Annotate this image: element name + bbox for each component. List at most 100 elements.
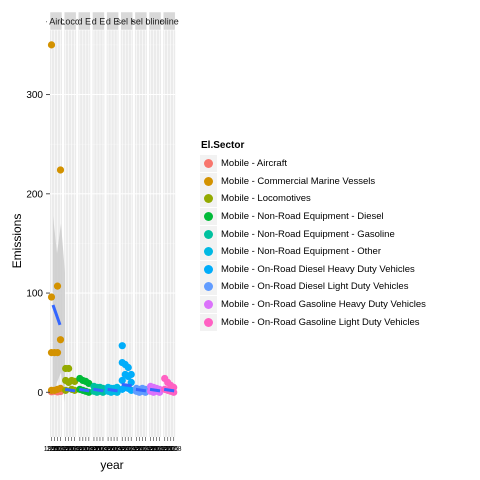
x-tick-label: 2008 — [53, 446, 69, 453]
panel-background — [134, 30, 147, 437]
x-tick-label: 2005 — [92, 446, 108, 453]
legend-key — [200, 208, 217, 226]
panel-background — [163, 30, 176, 437]
strip-label: d E — [92, 17, 106, 27]
facet-panel: sel H — [116, 11, 137, 437]
legend-swatch — [204, 317, 213, 327]
strip-background — [106, 11, 119, 31]
legend-label: Mobile - Aircraft — [221, 158, 287, 170]
legend-key — [200, 172, 217, 190]
fit-line — [79, 387, 90, 393]
legend: El.Sector Mobile - Aircraft Mobile - Comm… — [200, 140, 470, 331]
facet-panel: d E — [78, 11, 91, 437]
legend-key — [200, 260, 217, 278]
panel-background — [149, 30, 162, 437]
x-tick-label: 2002 — [103, 446, 119, 453]
panel-background — [64, 30, 77, 437]
x-tick-label: 1999 — [72, 446, 88, 453]
fit-line — [149, 387, 161, 393]
legend-item: Mobile - On-Road Diesel Heavy Duty Vehic… — [200, 260, 470, 279]
legend-label: Mobile - On-Road Gasoline Light Duty Veh… — [221, 316, 420, 328]
data-point — [47, 41, 56, 49]
facet-strip: - Aircr — [46, 11, 66, 31]
x-tick-label: 2002 — [146, 446, 162, 453]
strip-background — [63, 11, 77, 31]
x-tick-label: 2008 — [109, 446, 125, 453]
y-tick-label: 100 — [26, 289, 43, 300]
x-tick-label: 2005 — [106, 446, 122, 453]
legend-key — [200, 190, 217, 208]
x-tick-label: 2005 — [149, 446, 165, 453]
panel-background — [92, 30, 105, 437]
series-points — [47, 41, 65, 394]
x-tick-label: 2005 — [163, 446, 179, 453]
strip-label: sel L — [131, 17, 150, 27]
x-tick-label: 2005 — [78, 446, 94, 453]
facet-strip: sel H — [116, 11, 137, 31]
legend-label: Mobile - On-Road Diesel Light Duty Vehic… — [221, 281, 409, 293]
data-point — [124, 363, 132, 372]
legend-swatch — [204, 247, 213, 257]
x-tick-label: 2008 — [152, 446, 168, 453]
fit-line — [107, 387, 118, 393]
legend-items: Mobile - Aircraft Mobile - Commercial Mar… — [200, 155, 470, 331]
x-tick-label: 2002 — [160, 446, 176, 453]
strip-label: oline — [160, 17, 179, 27]
data-point — [47, 293, 56, 301]
legend-label: Mobile - Commercial Marine Vessels — [221, 175, 376, 187]
legend-swatch — [204, 212, 213, 222]
legend-key — [200, 313, 217, 331]
legend-key — [200, 296, 217, 314]
fit-line — [93, 387, 104, 393]
facet-strip: oline — [146, 11, 165, 31]
panel-background — [120, 30, 133, 437]
y-axis-title: Emissions — [10, 214, 24, 269]
x-tick-label: 2005 — [135, 446, 151, 453]
data-point — [127, 370, 135, 379]
legend-swatch — [204, 300, 213, 310]
facet-panel: oline — [146, 11, 165, 437]
facet-strip: d E — [106, 11, 119, 31]
legend-item: Mobile - On-Road Gasoline Light Duty Veh… — [200, 313, 470, 331]
x-tick-label: 2002 — [89, 446, 105, 453]
legend-item: Mobile - Non-Road Equipment - Other — [200, 243, 470, 261]
data-point — [118, 342, 126, 350]
x-tick-label: 2008 — [81, 446, 97, 453]
legend-item: Mobile - On-Road Gasoline Heavy Duty Veh… — [200, 296, 470, 314]
y-tick-label: 200 — [26, 189, 43, 200]
x-tick-label: 1999 — [129, 446, 145, 453]
facet-strip: d E — [78, 11, 91, 31]
x-tick-label: 1999 — [86, 446, 102, 453]
x-tick-label: 2008 — [67, 446, 83, 453]
legend-swatch — [204, 176, 213, 186]
x-axis-title: year — [100, 458, 123, 472]
legend-label: Mobile - Non-Road Equipment - Other — [221, 246, 381, 258]
x-tick-label: 1999 — [114, 446, 130, 453]
strip-label: sel H — [116, 17, 137, 27]
x-tick-label: 2008 — [166, 446, 182, 453]
legend-item: Mobile - Non-Road Equipment - Diesel — [200, 208, 470, 226]
facet-strip: Loco — [60, 11, 80, 31]
x-tick-label: 2002 — [75, 446, 91, 453]
legend-item: Mobile - Non-Road Equipment - Gasoline — [200, 225, 470, 243]
x-tick-label: 2002 — [47, 446, 63, 453]
strip-background — [120, 11, 133, 31]
facet-panel: d E — [106, 11, 119, 437]
x-tick-label: 2005 — [50, 446, 66, 453]
strip-background — [134, 11, 148, 31]
strip-label: Loco — [60, 17, 80, 27]
legend-label: Mobile - Locomotives — [221, 193, 311, 205]
legend-swatch — [204, 264, 213, 274]
panel-background — [78, 30, 91, 437]
legend-swatch — [204, 282, 213, 292]
data-point — [65, 364, 73, 373]
data-point — [56, 166, 65, 174]
smoother-lines — [51, 304, 175, 393]
data-point — [53, 349, 62, 357]
strip-background — [148, 11, 162, 31]
fit-line — [163, 387, 175, 393]
strip-background — [49, 11, 63, 31]
x-tick-label: 2008 — [123, 446, 139, 453]
x-tick-label: 1999 — [44, 446, 60, 453]
